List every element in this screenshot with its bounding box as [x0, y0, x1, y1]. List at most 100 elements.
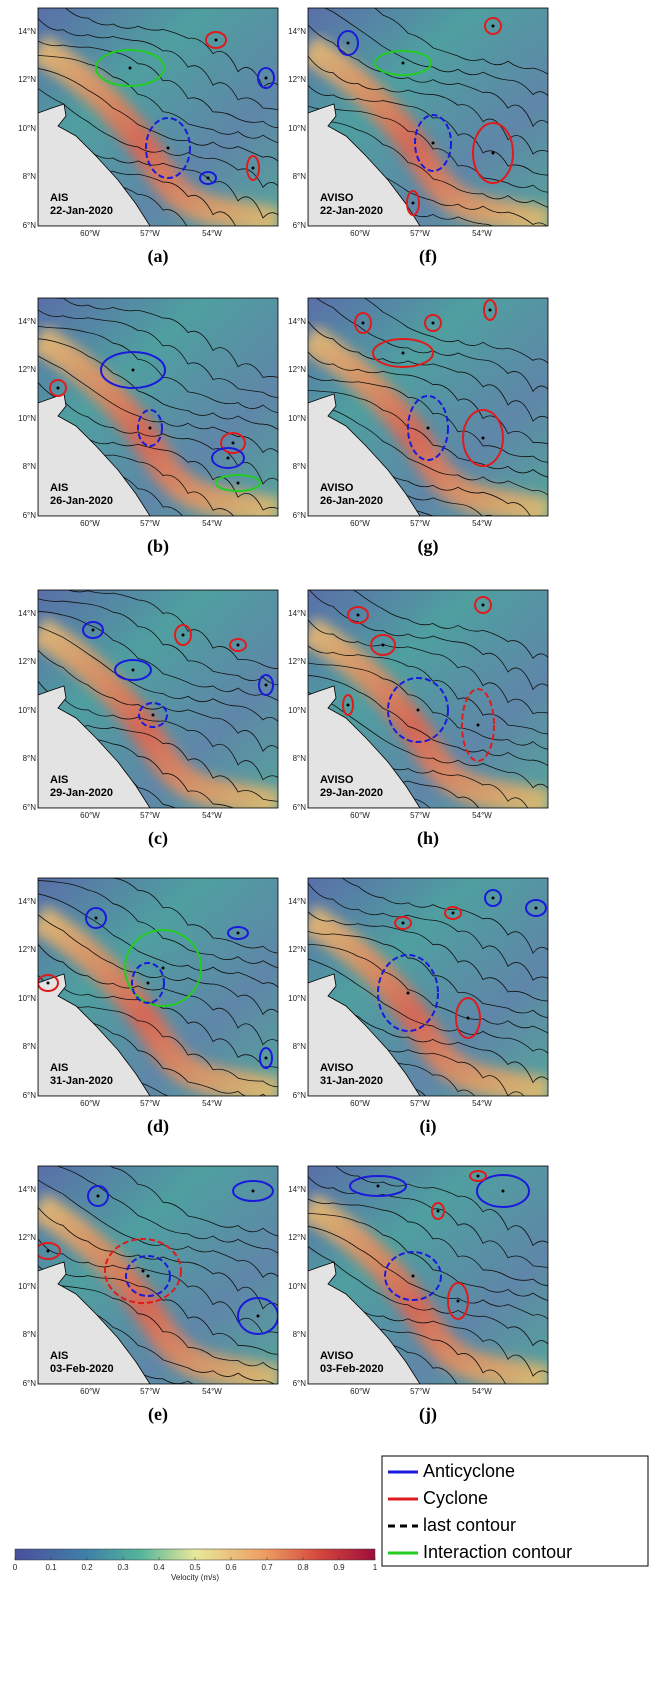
eddy-contour [211, 447, 245, 469]
lat-tick-label: 6°N [23, 1091, 37, 1100]
eddy-contour [424, 314, 442, 332]
eddy-center [406, 991, 410, 995]
lat-tick-label: 6°N [23, 803, 37, 812]
panel-source: AVISO [320, 482, 354, 494]
lat-tick-label: 8°N [293, 754, 307, 763]
streamline [38, 325, 278, 414]
colorbar-tick-label: 0.9 [333, 1563, 345, 1572]
eddy-contour [370, 634, 396, 656]
lat-tick-label: 6°N [293, 1091, 307, 1100]
lat-tick-label: 14°N [288, 609, 306, 618]
lon-tick-label: 60°W [350, 1099, 370, 1108]
panel-letter: (i) [420, 1116, 437, 1137]
lon-tick-label: 57°W [140, 1387, 160, 1396]
eddy-center [166, 146, 170, 150]
eddy-contour [131, 962, 165, 1004]
lat-tick-label: 6°N [293, 221, 307, 230]
lat-tick-label: 12°N [18, 657, 36, 666]
eddy-contour [125, 1255, 171, 1297]
eddy-contour [237, 1297, 278, 1335]
eddy-center [451, 911, 455, 915]
eddy-center [346, 703, 350, 707]
eddy-center [141, 1269, 145, 1273]
lon-tick-label: 54°W [472, 811, 492, 820]
lat-tick-label: 12°N [288, 75, 306, 84]
eddy-contour [354, 312, 372, 334]
panel-source: AIS [50, 192, 68, 204]
eddy-contour [100, 351, 166, 389]
eddy-contour [38, 974, 59, 992]
eddy-center [401, 61, 405, 65]
eddy-center [236, 931, 240, 935]
eddy-center [146, 981, 150, 985]
eddy-center [94, 916, 98, 920]
lat-tick-label: 12°N [18, 945, 36, 954]
panel-date: 26-Jan-2020 [50, 495, 113, 507]
streamline [308, 619, 548, 715]
lon-tick-label: 54°W [202, 229, 222, 238]
streamline [38, 1179, 278, 1279]
eddy-contour [257, 67, 275, 89]
eddy-contour [258, 674, 274, 696]
eddy-center [161, 966, 165, 970]
fast-current [308, 617, 548, 808]
eddy-contour [484, 889, 502, 907]
eddy-contour [455, 997, 481, 1039]
map-body [308, 298, 548, 516]
streamline [308, 374, 548, 463]
panel-source: AVISO [320, 1350, 354, 1362]
panel-source: AIS [50, 1062, 68, 1074]
map-body [308, 8, 548, 226]
streamline [38, 611, 278, 701]
eddy-center [491, 24, 495, 28]
eddy-center [206, 176, 210, 180]
streamline [374, 8, 548, 75]
streamline [335, 1166, 548, 1247]
land [308, 685, 421, 808]
lon-tick-label: 54°W [472, 519, 492, 528]
lat-tick-label: 8°N [23, 462, 37, 471]
eddy-center [491, 896, 495, 900]
colorbar-tick-label: 0.7 [261, 1563, 273, 1572]
colorbar-tick-label: 1 [373, 1563, 378, 1572]
lon-tick-label: 57°W [410, 229, 430, 238]
map-frame [37, 877, 279, 1097]
eddy-contour [232, 1180, 274, 1202]
eddy-center [488, 308, 492, 312]
colorbar-tick-label: 0.2 [81, 1563, 93, 1572]
eddy-contour [476, 1174, 530, 1208]
panel-date: 03-Feb-2020 [320, 1363, 384, 1375]
lat-tick-label: 14°N [288, 1185, 306, 1194]
eddy-center [236, 481, 240, 485]
streamline [110, 1166, 278, 1237]
eddy-contour [38, 1242, 61, 1260]
eddy-center [456, 1299, 460, 1303]
eddy-contour [199, 171, 217, 185]
eddy-center [96, 1194, 100, 1198]
eddy-contour [259, 1047, 273, 1069]
eddy-contour [372, 338, 434, 368]
eddy-center [264, 683, 268, 687]
land [38, 1261, 151, 1384]
eddy-contour [246, 155, 260, 181]
lat-tick-label: 6°N [23, 511, 37, 520]
map-frame [307, 7, 549, 227]
eddy-center [251, 166, 255, 170]
eddy-center [264, 1056, 268, 1060]
fast-current [308, 905, 548, 1096]
streamline [308, 351, 548, 444]
eddy-center [381, 643, 385, 647]
eddy-center [356, 613, 360, 617]
streamline [30, 1388, 288, 1487]
eddy-contour [205, 31, 227, 49]
colorbar: 0 0.1 0.2 0.3 0.4 0.5 0.6 0.7 0.8 0.9 1 Velocity (m… [13, 1548, 378, 1582]
streamline [308, 882, 548, 981]
panel-letter: (a) [148, 246, 169, 267]
map-frame [37, 297, 279, 517]
